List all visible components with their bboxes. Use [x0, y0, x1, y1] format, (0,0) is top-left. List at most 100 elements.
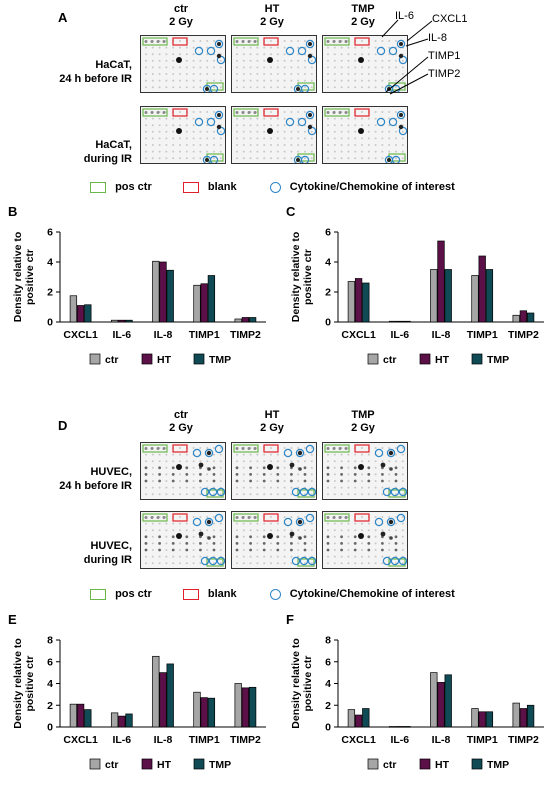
- bar-ht: [200, 697, 208, 728]
- bar-ht: [241, 317, 250, 323]
- legend-label: TMP: [209, 354, 231, 366]
- blank-box: [172, 513, 188, 522]
- spot: [176, 464, 182, 470]
- x-tick-label: CXCL1: [341, 329, 376, 341]
- pos-ctr-box: [297, 489, 315, 498]
- spot: [358, 57, 364, 63]
- legend-swatch-tmp: [193, 758, 205, 770]
- panel-letter-c: C: [286, 204, 296, 219]
- blank-swatch: [182, 588, 199, 600]
- interest-circle: [398, 556, 407, 566]
- bar-ht: [396, 726, 404, 728]
- interest-circle: [398, 487, 407, 497]
- interest-circle: [285, 46, 295, 56]
- y-tick-label: 6: [47, 227, 53, 239]
- spot: [176, 57, 182, 63]
- bar-ht: [76, 305, 85, 323]
- bar-ctr: [152, 655, 160, 728]
- blank-label: blank: [207, 181, 237, 193]
- legend-label: ctr: [105, 759, 118, 771]
- spot: [358, 533, 364, 539]
- chart-f: Density relative topositive ctr 0 2 4 6 8 CXCL…: [290, 635, 544, 771]
- interest-label: Cytokine/Chemokine of interest: [289, 181, 455, 193]
- pos-ctr-swatch: [90, 588, 106, 600]
- column-title-tmp: TMP 2 Gy: [351, 3, 375, 28]
- blot-legend: pos ctr blank Cytokine/Chemokine of inte…: [90, 588, 455, 600]
- x-tick-label: TIMP2: [508, 734, 539, 746]
- callout-lines: [381, 19, 433, 95]
- y-tick-label: 2: [325, 700, 331, 712]
- x-tick-label: TIMP1: [467, 329, 498, 341]
- blot-array: [140, 35, 226, 93]
- y-tick-label: 2: [47, 700, 53, 712]
- interest-circle: [386, 448, 396, 458]
- chart-c: Density relative topositive ctr 0 2 4 6 CXCL1…: [290, 227, 544, 366]
- interest-circle: [214, 110, 224, 120]
- bar-ctr: [430, 672, 438, 728]
- interest-circle: [396, 110, 406, 120]
- bar-ctr: [152, 260, 160, 323]
- interest-circle: [214, 39, 224, 49]
- blank-box: [263, 444, 279, 453]
- blot-array: [322, 106, 408, 164]
- y-tick-label: 4: [47, 678, 53, 690]
- bar-ctr: [388, 320, 397, 323]
- y-tick-label: 8: [47, 635, 53, 647]
- callout-il8: IL-8: [428, 32, 447, 44]
- interest-circle: [204, 448, 214, 458]
- bar-tmp: [485, 269, 494, 323]
- interest-circle: [299, 556, 309, 566]
- interest-circle: [192, 448, 202, 458]
- blank-box: [172, 37, 188, 46]
- x-tick-label: IL-8: [432, 734, 451, 746]
- bar-ht: [76, 703, 85, 728]
- interest-circle: [382, 487, 392, 497]
- callout-cxcl1: CXCL1: [432, 13, 468, 25]
- pos-ctr-swatch: [90, 181, 106, 193]
- bar-tmp: [248, 317, 257, 323]
- bar-ctr: [512, 702, 520, 728]
- interest-circle: [305, 110, 315, 120]
- pos-ctr-box: [206, 558, 224, 567]
- x-tick-label: IL-8: [432, 329, 451, 341]
- bar-ctr: [110, 712, 119, 728]
- bar-ht: [200, 283, 208, 323]
- bar-ht: [519, 708, 528, 728]
- bar-tmp: [403, 320, 411, 323]
- bar-ctr: [347, 709, 356, 728]
- spot: [176, 533, 182, 539]
- interest-circle: [216, 487, 225, 497]
- pos-ctr-box: [297, 558, 315, 567]
- interest-circle: [285, 117, 295, 127]
- pos-ctr-box: [206, 489, 224, 498]
- pos-ctr-box: [142, 108, 168, 117]
- bar-tmp: [84, 304, 92, 323]
- bar-tmp: [84, 709, 92, 728]
- pos-ctr-box: [388, 558, 406, 567]
- bar-ht: [354, 278, 363, 323]
- pos-ctr-box: [206, 82, 224, 91]
- x-tick-label: IL-6: [112, 329, 131, 341]
- interest-circle: [291, 556, 301, 566]
- interest-circle: [200, 487, 210, 497]
- blot-array: [231, 35, 317, 93]
- interest-circle: [386, 517, 396, 527]
- interest-circle: [216, 556, 225, 566]
- interest-swatch: [269, 588, 281, 600]
- bar-ctr: [69, 703, 78, 728]
- legend-swatch-ht: [419, 353, 431, 365]
- column-title-ctr: ctr 2 Gy: [169, 409, 193, 434]
- legend-label: TMP: [487, 759, 509, 771]
- spot: [267, 464, 273, 470]
- bar-tmp: [125, 713, 133, 728]
- bar-ctr: [234, 683, 242, 728]
- y-axis-label: Density relative topositive ctr: [12, 232, 36, 322]
- y-axis-label: Density relative topositive ctr: [12, 638, 36, 728]
- pos-ctr-box: [297, 82, 315, 91]
- interest-circle: [200, 556, 210, 566]
- blank-label: blank: [207, 588, 237, 600]
- pos-ctr-box: [297, 153, 315, 162]
- interest-circle: [382, 556, 392, 566]
- blank-box: [263, 513, 279, 522]
- legend-swatch-ctr: [367, 758, 379, 770]
